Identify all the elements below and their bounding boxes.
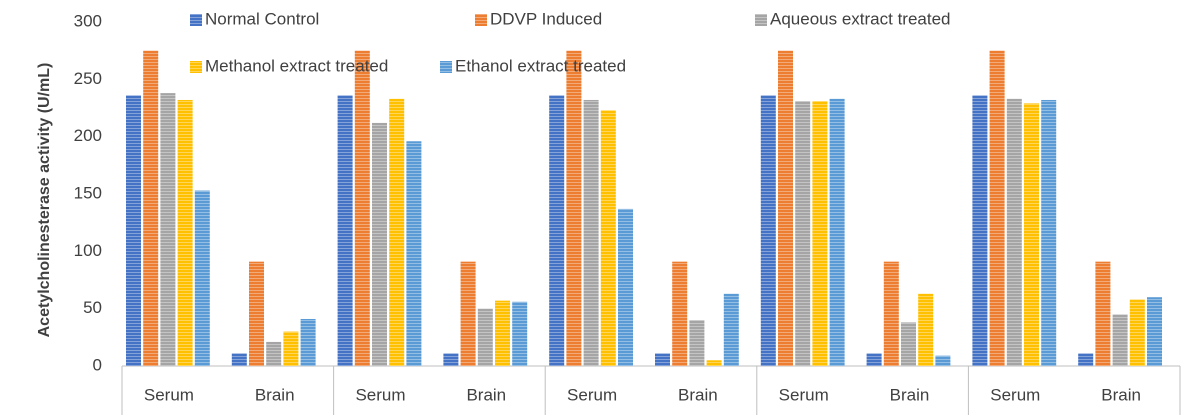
legend-label: Aqueous extract treated [770,9,951,28]
y-tick-label: 0 [93,355,102,374]
bar [566,50,582,367]
bar [989,50,1005,367]
bar [1112,314,1128,366]
bar [672,261,688,366]
bar [723,293,739,366]
bar [337,95,353,367]
x-tick-label: Serum [779,385,829,404]
bar [354,50,370,367]
legend-label: Methanol extract treated [205,56,388,75]
legend-swatch [440,61,452,73]
bar [618,208,633,366]
bar [829,98,845,367]
legend-swatch [475,14,487,26]
x-tick-label: Brain [466,385,506,404]
legend-swatch [190,61,202,73]
bar [600,110,616,366]
bar [1006,98,1022,367]
bar [883,261,899,366]
y-axis-title: Acetylcholinesterase activity (U/mL) [36,63,53,338]
bar [372,122,387,366]
bar [812,101,828,367]
bar [512,301,528,366]
x-tick-label: Serum [990,385,1040,404]
bar [795,101,811,367]
bar [706,360,722,366]
bar [918,293,934,366]
bar [689,320,705,366]
bar [249,261,264,366]
bar [160,93,176,367]
y-tick-label: 100 [74,241,102,260]
x-tick-label: Serum [355,385,405,404]
bar [143,50,159,367]
legend-swatch [755,14,767,26]
y-tick-label: 250 [74,69,102,88]
x-tick-label: Brain [890,385,930,404]
bar [655,353,670,366]
bar [1078,353,1094,366]
bar [477,308,493,366]
bar [760,95,776,367]
bar [495,300,510,366]
bar [460,261,476,366]
bar [194,190,210,366]
bar [126,95,141,367]
bar [389,98,405,367]
legend-label: Ethanol extract treated [455,56,626,75]
bar [1147,297,1162,366]
x-tick-label: Serum [144,385,194,404]
bar [283,331,299,366]
bar [1024,103,1039,366]
x-tick-label: Brain [678,385,718,404]
y-tick-label: 150 [74,183,102,202]
legend-swatch [190,14,202,26]
legend-label: DDVP Induced [490,9,602,28]
bar [583,99,599,367]
bar [443,353,459,366]
y-tick-label: 300 [74,11,102,30]
bar [866,353,882,366]
bar [1041,99,1057,367]
bar [1095,261,1111,366]
bar [972,95,988,367]
bar [549,95,565,367]
bar [901,322,916,366]
y-tick-label: 50 [83,298,102,317]
bar [1129,299,1145,366]
bar [231,353,247,366]
bar [177,99,193,367]
bar [300,318,316,366]
legend-label: Normal Control [205,9,319,28]
bar [935,355,951,366]
bar [778,50,793,367]
x-tick-label: Serum [567,385,617,404]
x-tick-label: Brain [255,385,295,404]
x-tick-label: Brain [1101,385,1141,404]
bar [266,341,282,366]
y-tick-label: 200 [74,126,102,145]
bar [406,141,422,366]
